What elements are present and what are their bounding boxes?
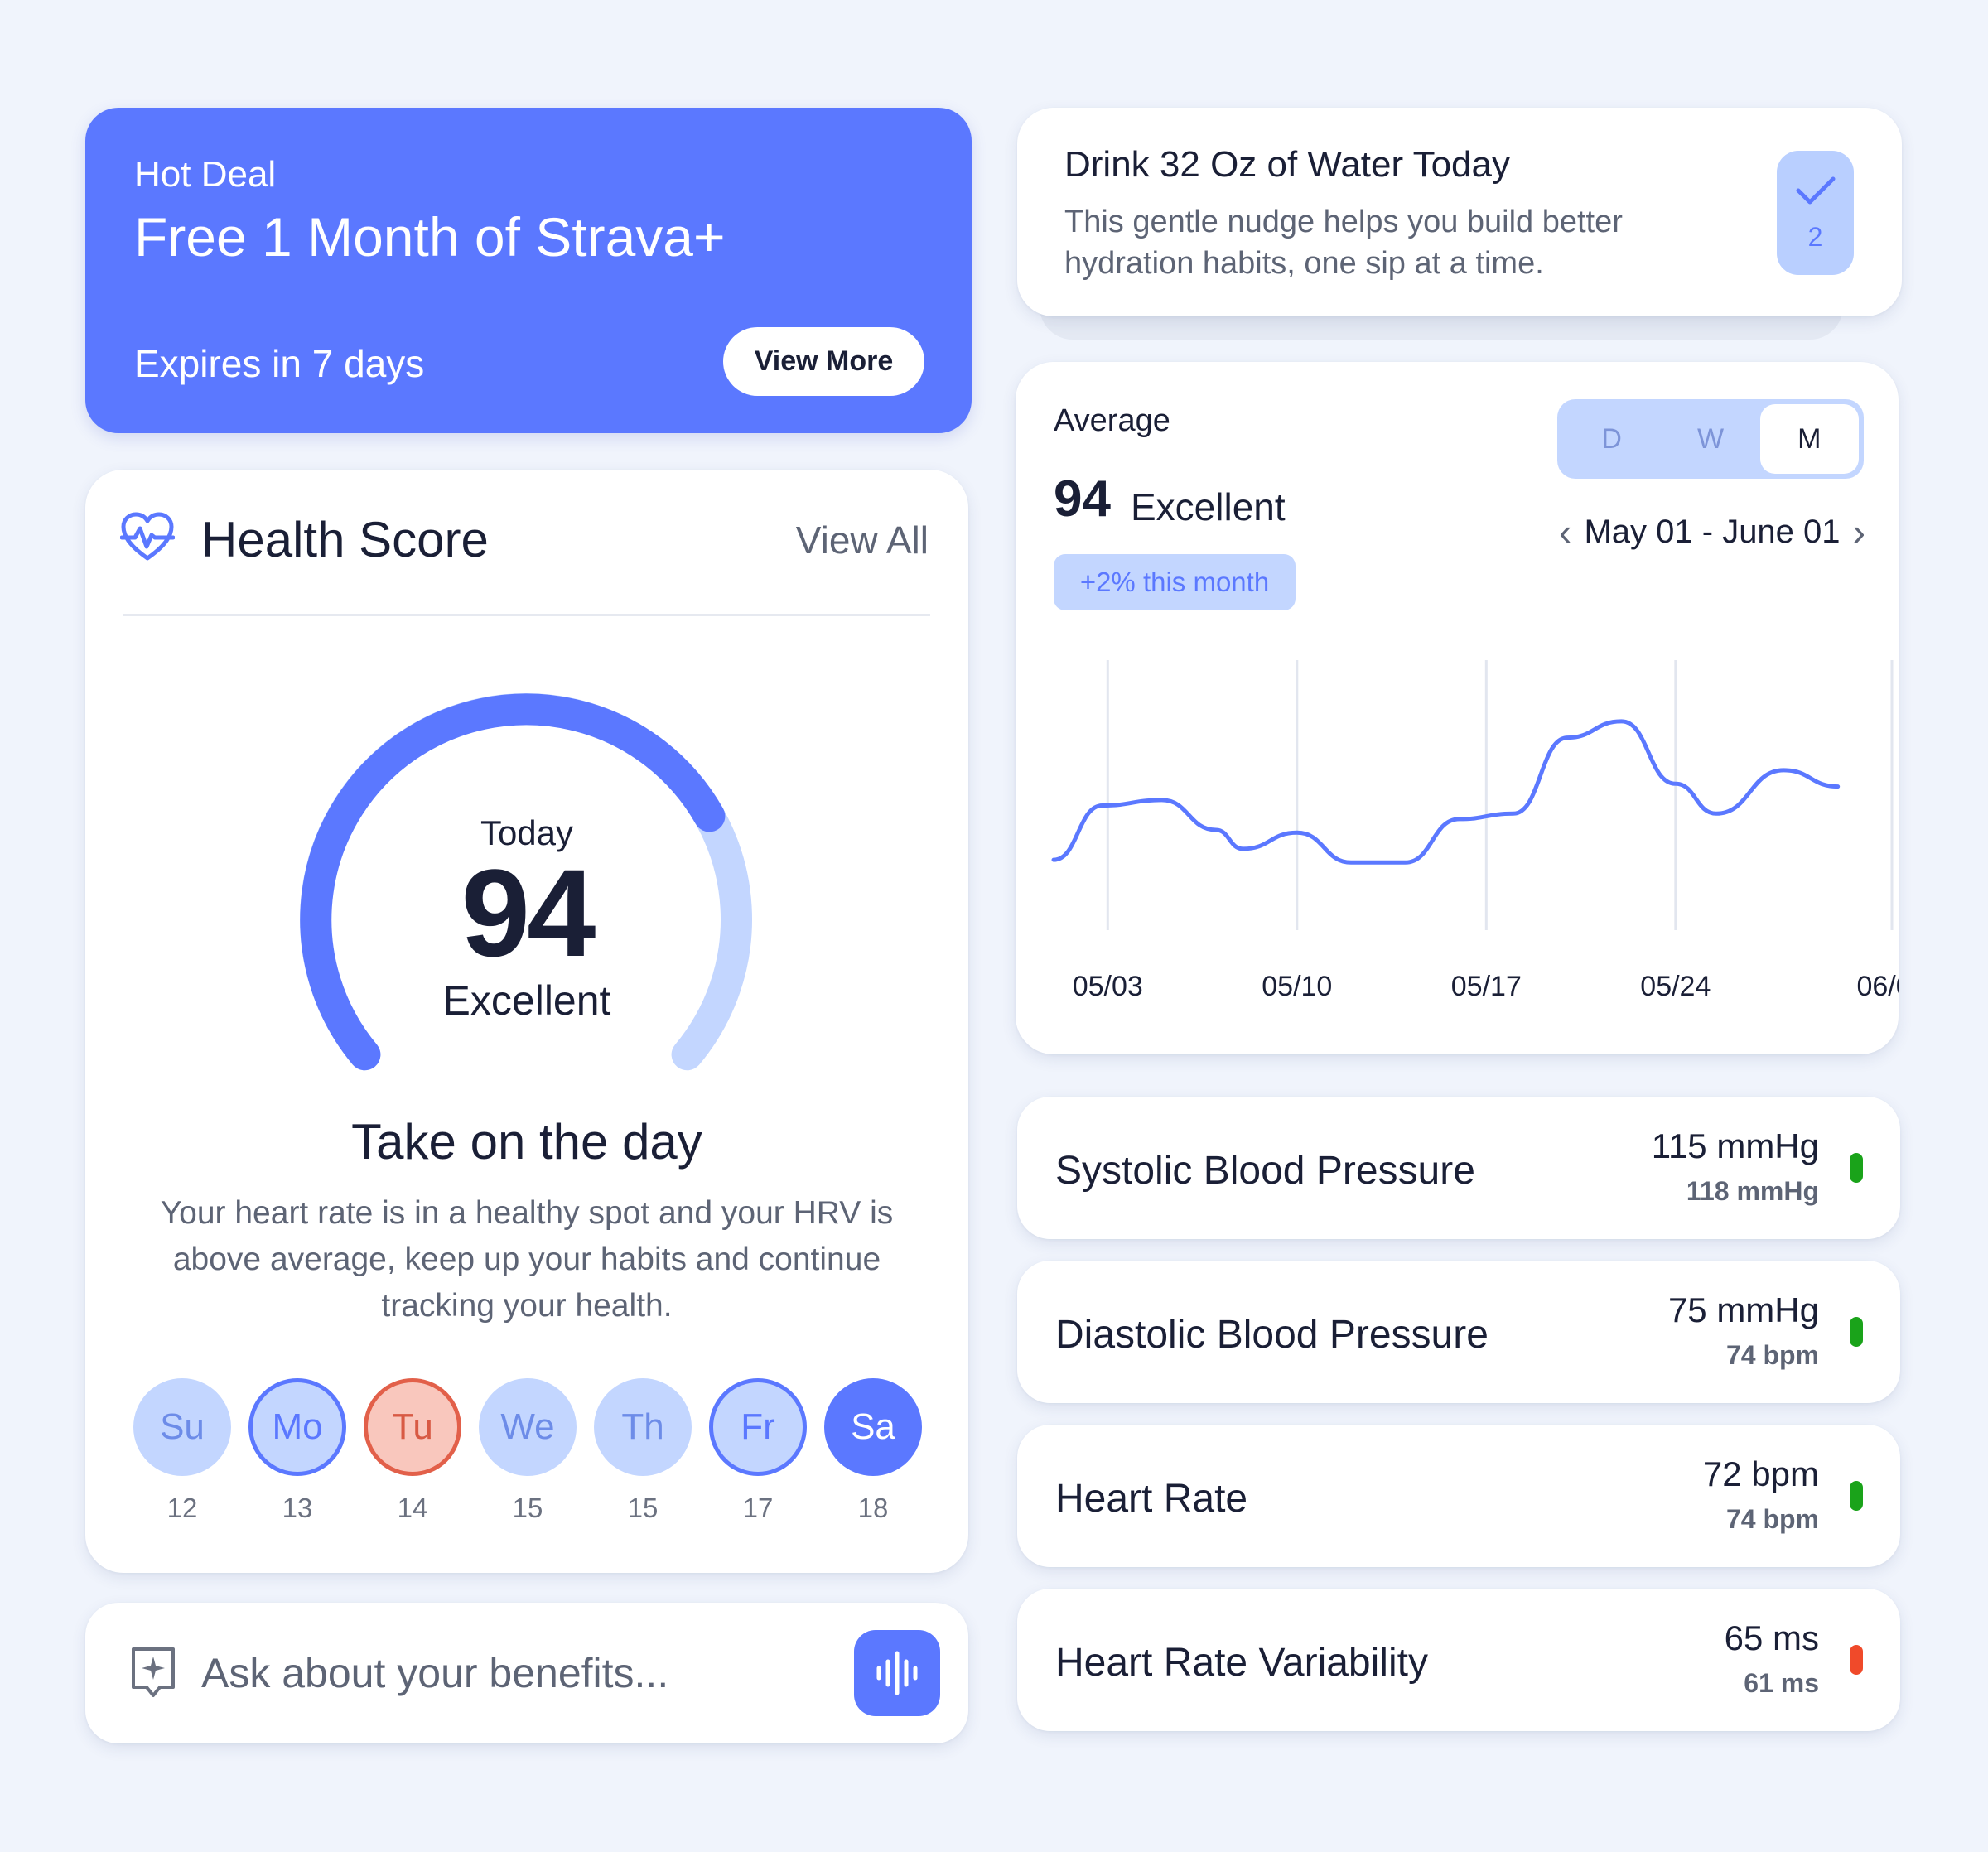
gauge-score-label: Excellent — [442, 977, 611, 1024]
divider — [123, 614, 930, 616]
ai-sparkle-icon — [132, 1647, 175, 1697]
metric-value: 72 bpm — [1702, 1454, 1819, 1493]
average-chart-card: 05/03 05/10 05/17 05/24 06/01 Average 94 Exc… — [1016, 362, 1899, 1054]
gauge-score-value: 94 — [461, 843, 596, 982]
day-date: 15 — [512, 1493, 543, 1523]
average-label: Average — [1054, 403, 1170, 438]
metric-row-heart-rate[interactable]: Heart Rate 72 bpm 74 bpm — [1017, 1425, 1900, 1567]
day-circle[interactable]: Th — [594, 1378, 692, 1476]
day-date: 14 — [397, 1493, 428, 1523]
voice-button[interactable] — [854, 1630, 940, 1716]
metric-name: Heart Rate Variability — [1055, 1641, 1428, 1685]
water-title: Drink 32 Oz of Water Today — [1064, 144, 1510, 185]
water-description: This gentle nudge helps you build better… — [1064, 205, 1623, 281]
day-date: 13 — [282, 1493, 313, 1523]
status-indicator — [1850, 1317, 1863, 1347]
day-item-saturday[interactable]: Sa 18 — [824, 1378, 922, 1524]
date-range-label: May 01 - June 01 — [1584, 513, 1841, 550]
metric-name: Diastolic Blood Pressure — [1055, 1313, 1489, 1357]
average-line-chart: 05/03 05/10 05/17 05/24 06/01 — [1051, 660, 1899, 1002]
period-option-month[interactable]: M — [1759, 404, 1859, 474]
day-item-tuesday[interactable]: Tu 14 — [364, 1378, 461, 1524]
day-date: 17 — [742, 1493, 774, 1523]
chevron-right-icon[interactable]: › — [1852, 510, 1865, 553]
health-score-gauge — [300, 693, 752, 1071]
metric-row-diastolic[interactable]: Diastolic Blood Pressure 75 mmHg 74 bpm — [1017, 1261, 1900, 1403]
x-tick-label: 05/03 — [1073, 971, 1143, 1002]
metric-previous: 118 mmHg — [1686, 1176, 1819, 1206]
day-date: 18 — [857, 1493, 889, 1523]
metric-previous: 61 ms — [1744, 1668, 1819, 1698]
health-score-card: Health Score View All Today 94 Excellent… — [85, 470, 968, 1573]
gauge-today-label: Today — [480, 813, 574, 852]
average-score: 94 — [1054, 470, 1111, 528]
average-score-label: Excellent — [1131, 485, 1286, 528]
status-indicator — [1850, 1645, 1863, 1675]
view-more-button[interactable]: View More — [723, 327, 924, 396]
status-indicator — [1850, 1153, 1863, 1183]
day-date: 15 — [627, 1493, 659, 1523]
promo-expiry: Expires in 7 days — [134, 342, 425, 385]
check-icon — [1796, 176, 1835, 204]
day-circle[interactable]: Sa — [824, 1378, 922, 1476]
promo-card: Hot Deal Free 1 Month of Strava+ Expires… — [85, 108, 972, 433]
day-date: 12 — [166, 1493, 198, 1523]
day-circle[interactable]: Mo — [248, 1378, 346, 1476]
date-range-picker: ‹ May 01 - June 01 › — [1559, 509, 1865, 554]
day-circle[interactable]: Tu — [364, 1378, 461, 1476]
day-item-monday[interactable]: Mo 13 — [248, 1378, 346, 1524]
metric-value: 75 mmHg — [1667, 1290, 1819, 1329]
metric-value: 115 mmHg — [1651, 1126, 1819, 1165]
ask-bar[interactable]: Ask about your benefits... — [85, 1603, 968, 1743]
day-circle[interactable]: Fr — [709, 1378, 807, 1476]
series-line — [1051, 719, 1841, 865]
day-item-wednesday[interactable]: We 15 — [479, 1378, 577, 1524]
ask-input[interactable]: Ask about your benefits... — [201, 1650, 669, 1696]
view-all-link[interactable]: View All — [795, 518, 929, 562]
waveform-icon — [876, 1651, 918, 1695]
period-option-week[interactable]: W — [1696, 422, 1725, 455]
x-tick-label: 05/24 — [1640, 971, 1711, 1002]
metric-row-systolic[interactable]: Systolic Blood Pressure 115 mmHg 118 mmH… — [1017, 1097, 1900, 1239]
x-tick-label: 05/10 — [1262, 971, 1332, 1002]
water-reminder-card: Drink 32 Oz of Water Today This gentle n… — [1017, 108, 1902, 316]
metric-previous: 74 bpm — [1725, 1504, 1819, 1534]
period-option-day[interactable]: D — [1601, 422, 1622, 455]
health-headline: Take on the day — [351, 1114, 702, 1170]
x-tick-label: 06/01 — [1856, 971, 1899, 1002]
x-tick-label: 05/17 — [1451, 971, 1522, 1002]
change-badge: +2% this month — [1054, 554, 1296, 610]
day-selector: Su 12 Mo 13 Tu 14 We 15 Th 15 Fr 17 Sa 1… — [133, 1378, 922, 1524]
day-item-thursday[interactable]: Th 15 — [594, 1378, 692, 1524]
metric-previous: 74 bpm — [1725, 1340, 1819, 1370]
day-item-sunday[interactable]: Su 12 — [133, 1378, 231, 1524]
metric-name: Systolic Blood Pressure — [1055, 1149, 1475, 1193]
promo-eyebrow: Hot Deal — [134, 154, 277, 195]
day-circle[interactable]: Su — [133, 1378, 231, 1476]
heart-pulse-icon — [120, 512, 175, 561]
day-circle[interactable]: We — [479, 1378, 577, 1476]
health-message: Your heart rate is in a healthy spot and… — [160, 1195, 894, 1324]
health-score-title: Health Score — [201, 512, 489, 567]
chevron-left-icon[interactable]: ‹ — [1559, 510, 1572, 553]
metric-value: 65 ms — [1724, 1618, 1819, 1657]
water-count: 2 — [1807, 221, 1823, 252]
metric-row-hrv[interactable]: Heart Rate Variability 65 ms 61 ms — [1017, 1589, 1900, 1731]
gauge-fill — [300, 693, 726, 1071]
metric-name: Heart Rate — [1055, 1477, 1248, 1521]
promo-title: Free 1 Month of Strava+ — [134, 206, 726, 268]
period-toggle: D W M — [1557, 399, 1864, 479]
status-indicator — [1850, 1481, 1863, 1511]
day-item-friday[interactable]: Fr 17 — [709, 1378, 807, 1524]
water-check-button[interactable]: 2 — [1777, 151, 1854, 275]
